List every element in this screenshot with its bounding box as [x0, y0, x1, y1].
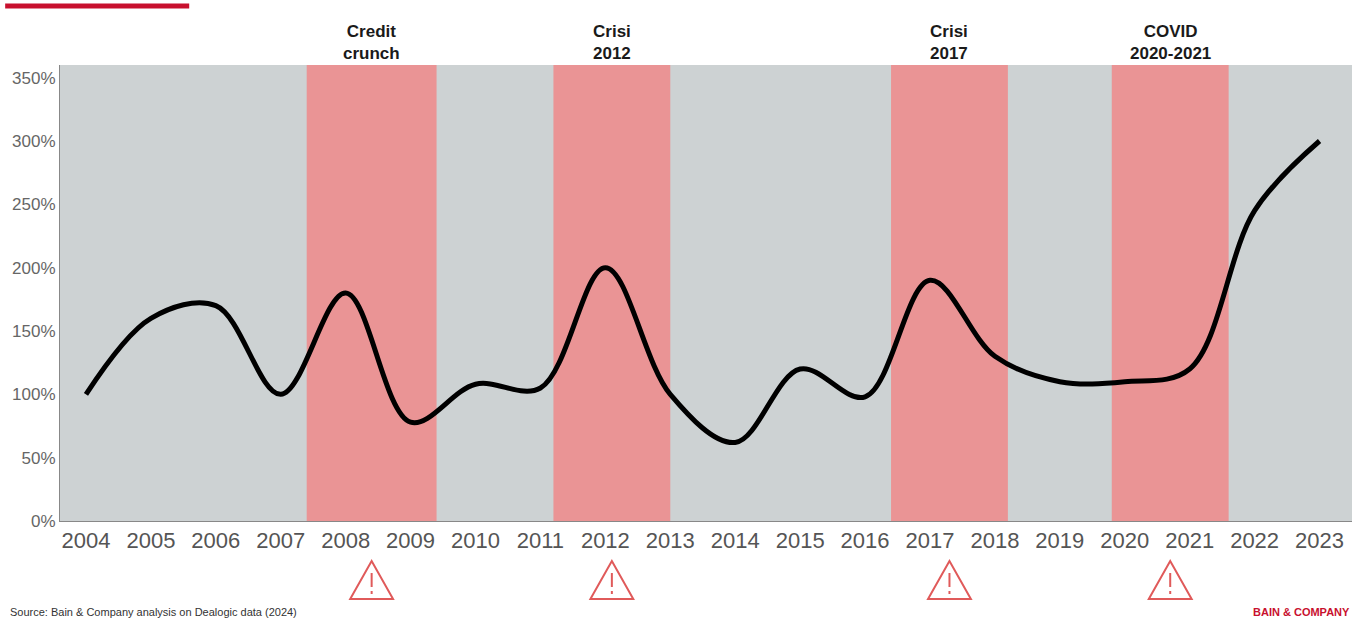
svg-text:2012: 2012: [581, 528, 630, 553]
svg-text:2015: 2015: [776, 528, 825, 553]
svg-text:2013: 2013: [646, 528, 695, 553]
svg-text:2010: 2010: [451, 528, 500, 553]
svg-text:0%: 0%: [31, 512, 56, 531]
svg-text:COVID2020-2021: COVID2020-2021: [1130, 22, 1211, 63]
svg-text:2020: 2020: [1100, 528, 1149, 553]
svg-text:2023: 2023: [1295, 528, 1344, 553]
svg-text:2014: 2014: [711, 528, 760, 553]
svg-text:2021: 2021: [1165, 528, 1214, 553]
svg-text:200%: 200%: [12, 259, 55, 278]
svg-text:2005: 2005: [126, 528, 175, 553]
svg-text:BAIN & COMPANY: BAIN & COMPANY: [1253, 606, 1350, 618]
svg-text:Source: Bain & Company analysi: Source: Bain & Company analysis on Dealo…: [10, 606, 297, 618]
svg-text:2007: 2007: [256, 528, 305, 553]
svg-text:2018: 2018: [970, 528, 1019, 553]
svg-text:2004: 2004: [61, 528, 110, 553]
svg-text:2022: 2022: [1230, 528, 1279, 553]
svg-text:2008: 2008: [321, 528, 370, 553]
svg-text:250%: 250%: [12, 195, 55, 214]
svg-text:2016: 2016: [841, 528, 890, 553]
svg-text:50%: 50%: [22, 449, 56, 468]
svg-text:100%: 100%: [12, 385, 55, 404]
svg-text:300%: 300%: [12, 132, 55, 151]
svg-text:150%: 150%: [12, 322, 55, 341]
svg-text:Crisi2012: Crisi2012: [593, 22, 631, 63]
svg-text:2011: 2011: [517, 528, 564, 553]
svg-text:2019: 2019: [1035, 528, 1084, 553]
svg-text:2017: 2017: [906, 528, 955, 553]
svg-text:Crisi2017: Crisi2017: [930, 22, 968, 63]
svg-text:350%: 350%: [12, 69, 55, 88]
svg-text:2006: 2006: [191, 528, 240, 553]
svg-text:Creditcrunch: Creditcrunch: [343, 22, 400, 63]
svg-text:2009: 2009: [386, 528, 435, 553]
